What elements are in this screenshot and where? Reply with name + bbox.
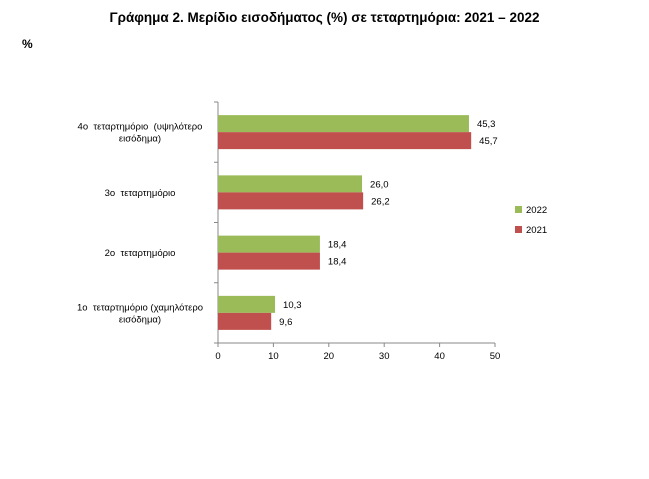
x-tick-label: 50 [490,351,501,362]
data-label-2022: 10,3 [283,300,302,311]
bar-2021 [218,192,364,210]
bar-2021 [218,312,272,330]
data-label-2021: 9,6 [279,317,292,328]
unit-label: % [22,37,33,51]
data-label-2022: 18,4 [328,240,347,251]
category-label: 2ο τεταρτημόριο [105,248,176,259]
category-label: 4ο τεταρτημόριο (υψηλότερο [78,122,203,133]
data-label-2022: 26,0 [370,179,389,190]
data-label-2021: 45,7 [479,136,498,147]
x-tick-label: 30 [379,351,390,362]
bar-2022 [218,235,320,253]
bar-2021 [218,252,320,270]
chart-title: Γράφημα 2. Μερίδιο εισοδήματος (%) σε τε… [109,10,540,25]
legend-swatch-2022 [515,206,522,213]
bar-2022 [218,115,469,133]
legend-label-2021: 2021 [526,225,547,236]
bar-2022 [218,295,276,313]
x-tick-label: 40 [434,351,445,362]
data-label-2021: 26,2 [371,196,390,207]
x-tick-label: 0 [215,351,220,362]
category-label: 3ο τεταρτημόριο [105,188,176,199]
legend-label-2022: 2022 [526,205,547,216]
x-tick-label: 10 [268,351,279,362]
data-label-2021: 18,4 [328,257,347,268]
bar-2021 [218,132,472,150]
data-label-2022: 45,3 [477,119,496,130]
category-label: εισόδημα) [119,314,161,325]
category-label: εισόδημα) [119,134,161,145]
legend-swatch-2021 [515,226,522,233]
bar-2022 [218,175,363,193]
category-label: 1ο τεταρτημόριο (χαμηλότερο [77,302,203,313]
x-tick-label: 20 [324,351,335,362]
